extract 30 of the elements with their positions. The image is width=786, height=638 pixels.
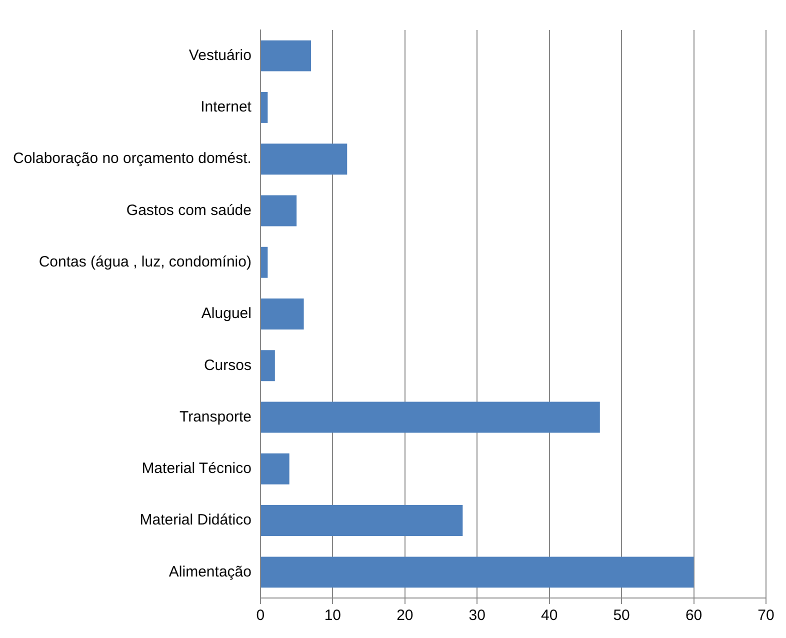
y-tick-label: Transporte — [179, 408, 252, 426]
x-tick-label: 70 — [758, 607, 774, 624]
bar — [260, 246, 268, 278]
y-tick-label: Material Técnico — [142, 460, 252, 478]
y-tick-label: Gastos com saúde — [126, 202, 252, 219]
x-tick-label: 10 — [324, 607, 342, 624]
x-tick-label: 20 — [396, 607, 414, 624]
bar — [260, 40, 312, 72]
bar — [260, 92, 268, 123]
bar — [260, 505, 463, 536]
y-tick-label: Material Didático — [140, 512, 252, 529]
bar — [260, 350, 275, 382]
x-tick-label: 60 — [685, 607, 702, 624]
bar — [260, 195, 297, 226]
y-tick-label: Colaboração no orçamento domést. — [12, 150, 252, 168]
y-tick-label: Cursos — [204, 356, 252, 374]
x-tick-label: 50 — [613, 607, 630, 624]
y-tick-label: Internet — [200, 98, 252, 116]
bar — [260, 402, 600, 433]
x-tick-label: 0 — [256, 607, 265, 624]
bar — [260, 144, 348, 175]
y-tick-label: Contas (água , luz, condomínio) — [38, 254, 252, 271]
y-tick-label: Alimentação — [168, 563, 252, 580]
y-tick-label: Vestuário — [188, 46, 252, 64]
x-tick-label: 40 — [541, 607, 558, 624]
bar — [260, 556, 694, 588]
bar — [260, 298, 304, 330]
bar — [260, 453, 290, 484]
x-tick-label: 30 — [468, 607, 486, 624]
y-tick-label: Aluguel — [201, 305, 252, 322]
